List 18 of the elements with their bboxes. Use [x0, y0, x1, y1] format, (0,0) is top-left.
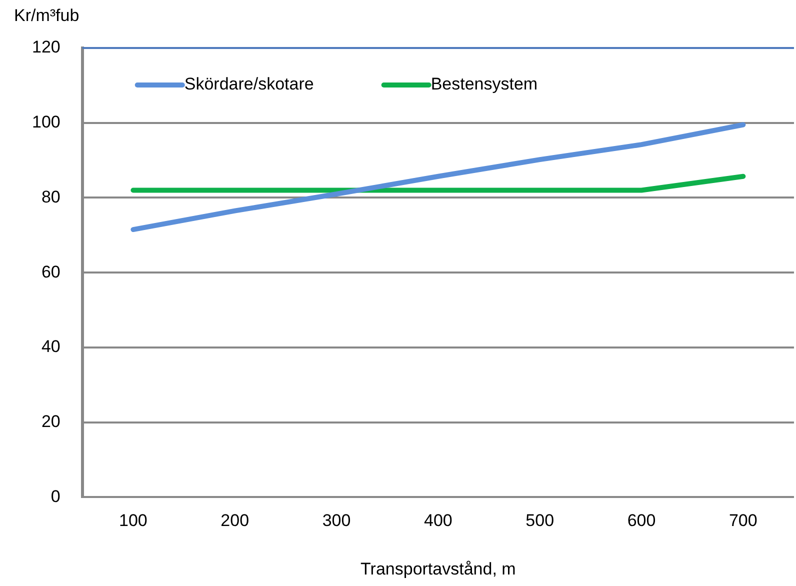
x-tick-label: 600 — [627, 511, 656, 530]
x-axis-title: Transportavstånd, m — [360, 559, 516, 578]
y-tick-label: 20 — [41, 412, 60, 432]
y-tick-label: 0 — [50, 486, 60, 506]
y-tick-label: 120 — [32, 38, 60, 57]
y-tick-label: 60 — [41, 262, 60, 282]
x-tick-label: 400 — [424, 511, 452, 530]
legend-label: Skördare/skotare — [184, 74, 314, 94]
x-tick-label: 500 — [526, 511, 554, 530]
x-tick-label: 200 — [220, 511, 250, 530]
y-tick-label: 40 — [41, 337, 60, 356]
x-tick-label: 100 — [119, 511, 148, 530]
y-axis-title: Kr/m³fub — [14, 6, 80, 26]
legend-label: Bestensystem — [430, 74, 538, 94]
y-tick-label: 80 — [41, 187, 60, 206]
y-tick-label: 100 — [32, 112, 60, 132]
x-tick-label: 300 — [322, 511, 351, 530]
x-tick-label: 700 — [728, 511, 758, 530]
